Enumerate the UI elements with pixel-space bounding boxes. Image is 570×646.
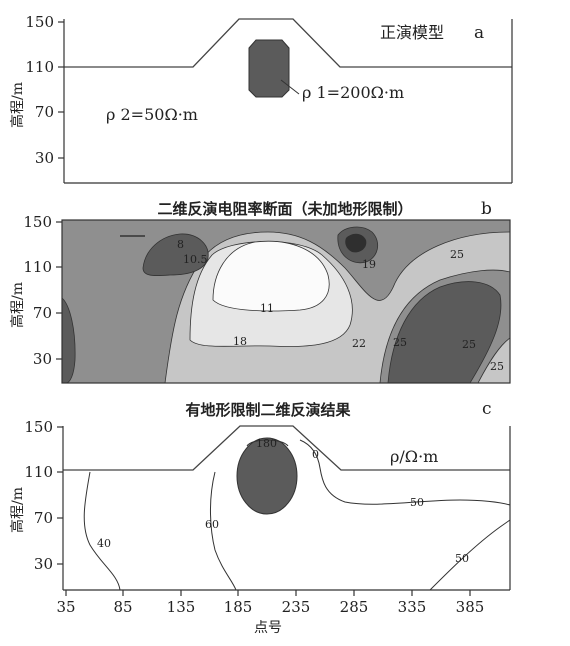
panel-c-ytick-label: 30	[34, 555, 53, 573]
panel-c-contour-0	[299, 439, 511, 506]
panel-b-contour-label: 25	[393, 336, 407, 349]
panel-b-contour-map	[62, 220, 510, 383]
panel-a-anomaly-body	[248, 39, 290, 98]
panel-b-ytick-label: 30	[33, 350, 52, 368]
panel-a-letter: a	[474, 23, 484, 43]
panel-c-ytick-label: 70	[34, 509, 53, 527]
panel-c-unit-label: ρ/Ω·m	[390, 447, 438, 466]
panel-c: 有地形限制二维反演结果 c 180 0 50 40 60 50 ρ/Ω·m 15…	[9, 399, 511, 636]
panel-a-ytick-label: 150	[25, 13, 54, 31]
panel-c-x-ticks	[65, 590, 471, 596]
panel-c-x-label: 点号	[254, 620, 282, 636]
panel-b-y-label: 高程/m	[9, 282, 26, 328]
panel-a-title: 正演模型	[380, 23, 444, 42]
panel-b-region-right-dark	[387, 281, 502, 383]
panel-b-contour-label: 8	[177, 238, 184, 251]
panel-c-ytick-label: 150	[24, 418, 53, 436]
panel-c-contour-label: 40	[97, 537, 111, 550]
panel-c-xtick-label: 185	[224, 598, 253, 616]
panel-b-region-right-sliver	[477, 337, 510, 383]
panel-c-title: 有地形限制二维反演结果	[185, 401, 351, 419]
panel-c-contour-60	[209, 471, 237, 591]
panel-b-region-top-darker	[345, 233, 367, 253]
panel-c-contour-label: 50	[455, 552, 469, 565]
panel-c-contour-label: 50	[410, 496, 424, 509]
panel-c-xtick-label: 385	[456, 598, 485, 616]
panel-c-contour-label: 0	[312, 448, 319, 461]
panel-c-contour-40	[83, 471, 121, 591]
panel-c-xtick-label: 335	[398, 598, 427, 616]
panel-b-contour-label: 25	[490, 360, 504, 373]
panel-c-xtick-label: 85	[113, 598, 132, 616]
panel-b-frame	[61, 219, 511, 384]
panel-a-ytick-label: 30	[35, 149, 54, 167]
panel-c-contour-label: 60	[205, 518, 219, 531]
panel-c-contour-50b	[429, 519, 511, 591]
panel-b-contour-label: 11	[260, 302, 274, 315]
panel-b-ytick-label: 110	[23, 258, 52, 276]
panel-a-ytick-label: 110	[25, 58, 54, 76]
panel-c-y-label: 高程/m	[9, 487, 26, 533]
panel-a-ytick-label: 70	[35, 103, 54, 121]
panel-b-region-white	[212, 240, 330, 312]
panel-a-leader-line	[280, 79, 300, 95]
panel-b-contour-label: 19	[362, 258, 376, 271]
panel-a: 150 110 70 30 高程/m ρ 1=200Ω·m ρ 2=50Ω·m …	[9, 13, 513, 184]
panel-c-xtick-label: 135	[167, 598, 196, 616]
panel-c-xtick-label: 285	[340, 598, 369, 616]
panel-b-letter: b	[481, 199, 492, 219]
panel-b-contour-label: 25	[450, 248, 464, 261]
panel-a-rho2-label: ρ 2=50Ω·m	[106, 105, 198, 124]
panel-c-topography	[63, 425, 510, 471]
panel-b-contour-label: 25	[462, 338, 476, 351]
panel-c-xtick-label: 235	[282, 598, 311, 616]
panel-a-y-label: 高程/m	[9, 82, 26, 128]
panel-c-contour-180	[246, 439, 289, 447]
panel-b-contour-label: 22	[352, 337, 366, 350]
panel-c-ytick-label: 110	[24, 463, 53, 481]
panel-a-rho1-label: ρ 1=200Ω·m	[302, 83, 404, 102]
panel-b-region-left-dark	[142, 233, 209, 276]
panel-a-topography	[64, 18, 512, 68]
panel-c-letter: c	[482, 399, 492, 419]
panel-b-ytick-label: 70	[33, 304, 52, 322]
panel-b-contour-label: 10.5	[183, 253, 208, 266]
panel-c-anomaly-body	[236, 437, 298, 515]
panel-c-contour-label: 180	[256, 437, 277, 450]
panel-b-title: 二维反演电阻率断面（未加地形限制）	[157, 200, 412, 218]
panel-c-xtick-label: 35	[56, 598, 75, 616]
panel-b-ytick-label: 150	[23, 213, 52, 231]
panel-b-contour-label: 18	[233, 335, 247, 348]
panel-b: 二维反演电阻率断面（未加地形限制） b	[9, 199, 511, 384]
